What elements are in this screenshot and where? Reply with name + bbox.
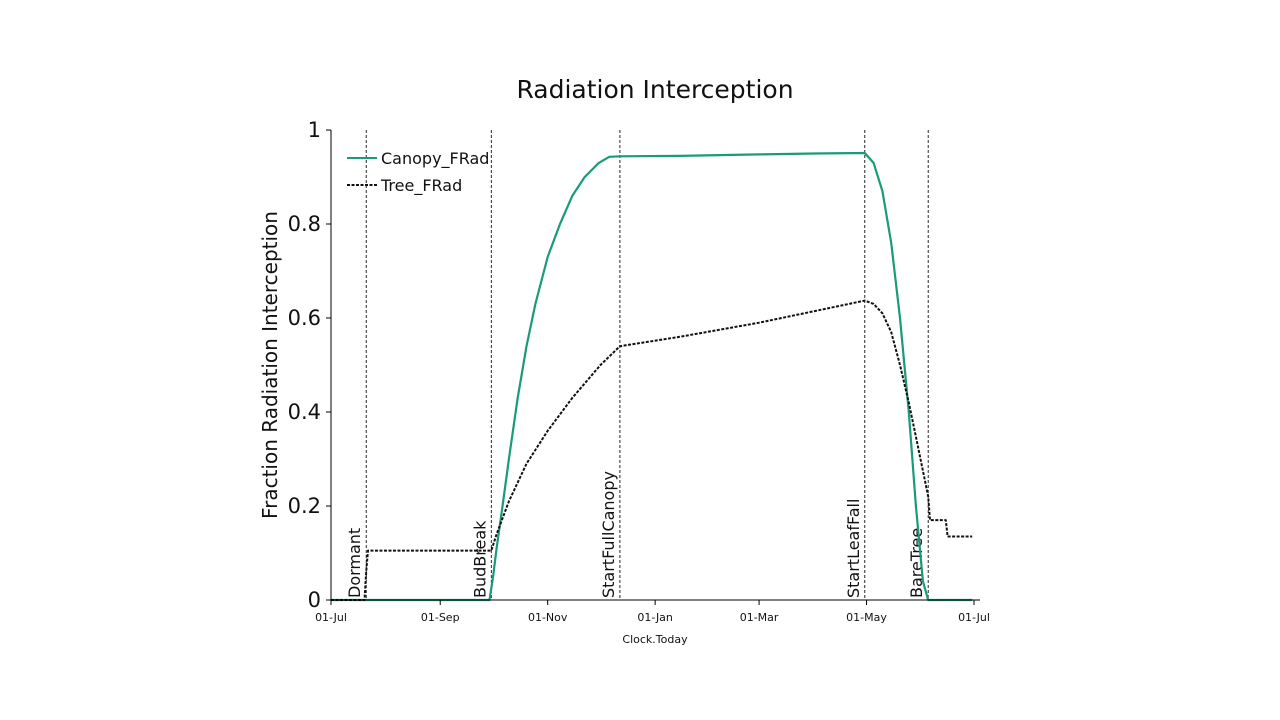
- x-tick-label: 01-Jul: [958, 611, 990, 624]
- phase-label-dormant: Dormant: [345, 528, 364, 598]
- x-tick-label: 01-Sep: [421, 611, 460, 624]
- y-tick-label: 1: [308, 118, 321, 142]
- x-axis-label: Clock.Today: [622, 633, 688, 646]
- phase-label-startfullcanopy: StartFullCanopy: [599, 471, 618, 598]
- x-tick-label: 01-Mar: [740, 611, 779, 624]
- y-tick-label: 0.2: [288, 494, 321, 518]
- y-tick-label: 0.6: [288, 306, 321, 330]
- chart-title: Radiation Interception: [516, 75, 793, 104]
- y-tick-label: 0.8: [288, 212, 321, 236]
- legend: Canopy_FRad Tree_FRad: [347, 149, 489, 196]
- y-tick-label: 0: [308, 588, 321, 612]
- series-line-canopy-frad: [331, 151, 973, 602]
- phase-markers: Dormant BudBreak StartFullCanopy StartLeafF…: [345, 130, 929, 600]
- phase-label-startleaffall: StartLeafFall: [844, 499, 863, 598]
- x-tick-label: 01-Jul: [315, 611, 347, 624]
- y-tick-label: 0.4: [288, 400, 321, 424]
- legend-label-tree-frad: Tree_FRad: [380, 176, 462, 196]
- x-tick-label: 01-May: [846, 611, 887, 624]
- data-series: [331, 151, 973, 602]
- x-tick-label: 01-Nov: [528, 611, 568, 624]
- axes: [330, 130, 980, 601]
- phase-label-baretree: BareTree: [907, 528, 926, 598]
- phase-label-budbreak: BudBreak: [470, 520, 489, 598]
- series-line-tree-frad: [331, 299, 973, 601]
- y-axis-label: Fraction Radiation Interception: [258, 211, 282, 519]
- x-tick-label: 01-Jan: [637, 611, 673, 624]
- x-ticks: 01-Jul 01-Sep 01-Nov 01-Jan 01-Mar 01-May 01-J…: [315, 600, 990, 624]
- legend-label-canopy-frad: Canopy_FRad: [381, 149, 489, 169]
- y-ticks: 0 0.2 0.4 0.6 0.8 1: [288, 118, 331, 612]
